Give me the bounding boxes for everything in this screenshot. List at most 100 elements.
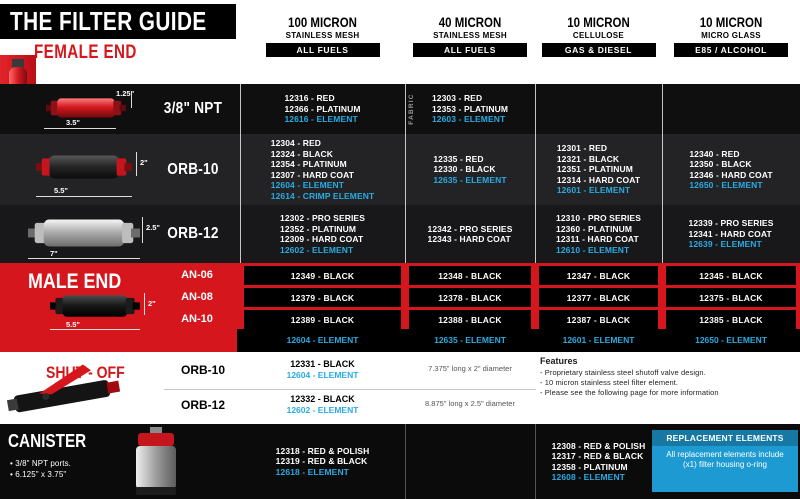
row-label-orb10: ORB-10: [167, 160, 219, 178]
part-number-line: 12339 - PRO SERIES: [688, 218, 774, 229]
part-number-line: 12318 - RED & POLISH: [275, 445, 370, 456]
part-number-line: 12639 - ELEMENT: [688, 239, 762, 250]
part-list: 12308 - RED & POLISH 12317 - RED & BLACK 1…: [552, 441, 646, 473]
length-dim: 5.5": [66, 320, 80, 329]
row-npt: 1.25" 3.5" 3/8" NPT FABRIC 12316 - RED 12…: [0, 84, 800, 134]
part-number-line: 12354 - PLATINUM: [270, 159, 347, 169]
column-subtitle: CELLULOSE: [572, 31, 625, 40]
male-part: 12377 - BLACK: [539, 288, 658, 307]
male-end-section: MALE END 2" 5.5" AN-06 AN-08 AN-10 12349…: [0, 263, 800, 352]
part-list: 12340 - RED 12350 - BLACK 12346 - HARD COA…: [689, 149, 772, 181]
part-number-line: 12608 - ELEMENT: [551, 472, 625, 482]
diameter-dim-line: [136, 152, 137, 176]
cell-orb12-microglass: 12339 - PRO SERIES 12341 - HARD COAT 1263…: [662, 205, 800, 263]
diameter-dim: 2": [148, 299, 156, 308]
part-number-line: 12650 - ELEMENT: [689, 180, 763, 190]
canister-section: CANISTER • 3/8" NPT ports. • 6.125" x 3.7…: [0, 424, 800, 499]
part-number-line: • 3/8" NPT ports.: [10, 459, 71, 468]
column-divider: [662, 84, 663, 263]
part-list: 12301 - RED 12321 - BLACK 12351 - PLATINUM…: [557, 143, 640, 185]
diameter-dim: 1.25": [116, 89, 135, 98]
shutoff-part: 12332 - BLACK: [290, 394, 355, 404]
shutoff-valve-image: [6, 364, 121, 413]
column-title: 40 MICRON: [438, 15, 502, 30]
row-label-npt: 3/8" NPT: [163, 100, 223, 117]
column-title: 10 MICRON: [567, 15, 630, 30]
length-dim-line: [50, 329, 140, 330]
part-number-line: 12614 - CRIMP ELEMENT: [270, 190, 375, 201]
length-dim: 5.5": [54, 186, 68, 195]
row-orb12: 2.5" 7" ORB-12 12302 - PRO SERIES 12352 -…: [0, 205, 800, 263]
part-number-line: 12618 - ELEMENT: [275, 466, 349, 477]
male-part: 12379 - BLACK: [244, 288, 401, 307]
shutoff-element: 12602 - ELEMENT: [286, 405, 359, 415]
part-number-line: 12604 - ELEMENT: [270, 180, 345, 190]
part-list: 12318 - RED & POLISH 12319 - RED & BLACK: [276, 446, 370, 467]
element-list: 12608 - ELEMENT: [552, 472, 646, 483]
length-dim-line: [28, 258, 140, 259]
column-subtitle: STAINLESS MESH: [433, 31, 507, 40]
cell-npt-100micron: 12316 - RED 12366 - PLATINUM 12616 - ELEM…: [240, 84, 405, 134]
row-label-an08: AN-08: [181, 291, 213, 303]
part-number-line: 12309 - HARD COAT: [280, 234, 364, 244]
part-number-line: 12310 - PRO SERIES: [556, 213, 641, 223]
diameter-dim: 2.5": [146, 223, 160, 232]
fuel-badge: E85 / ALCOHOL: [674, 43, 788, 57]
part-list: 12316 - RED 12366 - PLATINUM: [284, 93, 360, 114]
page-title: THE FILTER GUIDE: [0, 4, 236, 39]
replacement-elements-text: All replacement elements include (x1) fi…: [666, 450, 784, 469]
part-number-line: 12319 - RED & BLACK: [275, 456, 368, 467]
male-elements-strip: [237, 329, 800, 352]
part-number-line: 12602 - ELEMENT: [280, 244, 354, 255]
cell-npt-40micron: 12303 - RED 12353 - PLATINUM 12603 - ELEM…: [405, 84, 535, 134]
part-number-line: 12603 - ELEMENT: [431, 114, 506, 125]
shutoff-element: 12604 - ELEMENT: [286, 370, 359, 380]
part-list: 12304 - RED 12324 - BLACK 12354 - PLATINUM…: [271, 138, 375, 180]
male-part: 12388 - BLACK: [409, 310, 531, 329]
part-number-line: 12335 - RED: [433, 153, 484, 164]
male-element: 12650 - ELEMENT: [695, 335, 767, 345]
part-number-line: 12601 - ELEMENT: [556, 185, 631, 196]
part-number-line: 12307 - HARD COAT: [270, 169, 355, 180]
part-number-line: 12330 - BLACK: [433, 164, 496, 175]
part-number-line: 12317 - RED & BLACK: [551, 451, 644, 461]
fuel-badge: ALL FUELS: [265, 43, 380, 57]
shutoff-section: SHUT - OFF ORB-10 12331 - BLACK 12604 - …: [0, 352, 800, 424]
male-part: 12347 - BLACK: [539, 266, 658, 285]
element-list: 12610 - ELEMENT: [556, 245, 641, 256]
canister-label: CANISTER: [8, 431, 87, 451]
male-part: 12349 - BLACK: [244, 266, 401, 285]
orb12-filter-image: [28, 219, 140, 247]
part-number-line: 12352 - PLATINUM: [280, 223, 357, 234]
part-number-line: 12303 - RED: [431, 93, 483, 104]
part-list: 12339 - PRO SERIES 12341 - HARD COAT: [689, 218, 774, 239]
part-list: 12342 - PRO SERIES 12343 - HARD COAT: [428, 224, 513, 245]
element-list: 12616 - ELEMENT: [284, 114, 360, 125]
row-label-orb12: ORB-12: [167, 225, 219, 242]
length-dim-line: [36, 196, 132, 197]
cell-canister-100micron: 12318 - RED & POLISH 12319 - RED & BLACK …: [240, 424, 405, 499]
part-number-line: 12314 - HARD COAT: [556, 174, 641, 185]
fuel-badge: GAS & DIESEL: [541, 43, 656, 57]
element-list: 12604 - ELEMENT 12614 - CRIMP ELEMENT: [271, 180, 375, 201]
cell-orb12-40micron: 12342 - PRO SERIES 12343 - HARD COAT: [405, 205, 535, 263]
male-element: 12601 - ELEMENT: [562, 335, 635, 345]
part-number-line: 12343 - HARD COAT: [427, 234, 511, 244]
male-part: 12385 - BLACK: [666, 310, 796, 329]
shutoff-row-label-orb10: ORB-10: [180, 363, 225, 377]
column-divider: [405, 424, 406, 499]
element-list: 12650 - ELEMENT: [689, 180, 772, 191]
part-list: 12335 - RED 12330 - BLACK: [433, 154, 506, 175]
cell-canister-cellulose: 12308 - RED & POLISH 12317 - RED & BLACK 1…: [535, 424, 662, 499]
element-list: 12603 - ELEMENT: [432, 114, 508, 125]
diameter-dim: 2": [140, 158, 148, 167]
part-number-line: 12616 - ELEMENT: [284, 114, 358, 125]
element-list: 12601 - ELEMENT: [557, 185, 640, 196]
part-number-line: 12366 - PLATINUM: [284, 103, 361, 114]
part-number-line: 12301 - RED: [556, 143, 608, 154]
shutoff-row-divider: [164, 389, 536, 390]
length-dim-line: [44, 128, 116, 129]
diameter-dim-line: [142, 217, 143, 243]
part-number-line: 12346 - HARD COAT: [689, 169, 773, 180]
canister-image: [136, 427, 176, 495]
